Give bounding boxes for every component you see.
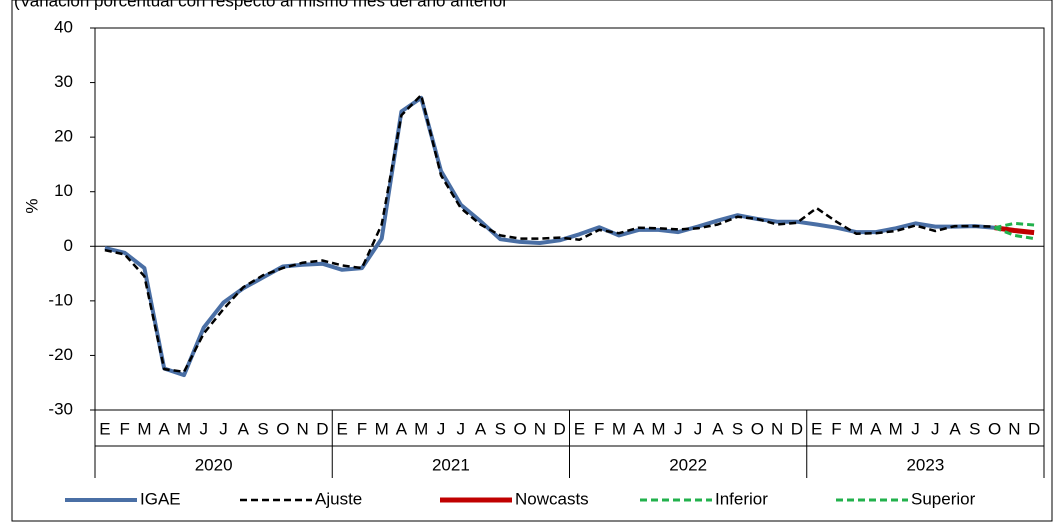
x-tick-label: F — [119, 419, 129, 438]
x-tick-label: S — [732, 419, 743, 438]
y-tick-label: -20 — [48, 345, 73, 364]
x-tick-label: N — [534, 419, 546, 438]
y-tick-label: 40 — [54, 17, 73, 36]
y-tick-label: 20 — [54, 127, 73, 146]
x-tick-label: N — [1008, 419, 1020, 438]
series-line — [104, 95, 995, 378]
x-tick-label: S — [495, 419, 506, 438]
x-tick-label: J — [911, 419, 920, 438]
x-tick-label: J — [437, 419, 446, 438]
x-tick-label: M — [375, 419, 389, 438]
chart-frame — [11, 0, 1053, 522]
x-tick-label: M — [612, 419, 626, 438]
series-line — [994, 221, 1035, 230]
legend-label: Ajuste — [315, 489, 362, 508]
y-tick-label: 10 — [54, 181, 73, 200]
x-tick-label: A — [159, 419, 171, 438]
series-line — [104, 93, 995, 374]
legend-label: IGAE — [140, 489, 181, 508]
series-line — [994, 226, 1035, 241]
x-tick-label: D — [1028, 419, 1040, 438]
x-tick-label: M — [889, 419, 903, 438]
x-tick-label: O — [276, 419, 289, 438]
x-tick-label: M — [414, 419, 428, 438]
y-tick-label: -10 — [48, 290, 73, 309]
series-line — [994, 225, 1035, 236]
x-tick-label: F — [831, 419, 841, 438]
x-tick-label: D — [553, 419, 565, 438]
x-tick-label: M — [651, 419, 665, 438]
x-tick-label: J — [457, 419, 466, 438]
y-axis-label: % — [22, 198, 41, 213]
x-tick-label: F — [594, 419, 604, 438]
x-tick-label: J — [694, 419, 703, 438]
x-tick-label: O — [988, 419, 1001, 438]
x-tick-label: E — [336, 419, 347, 438]
x-tick-label: J — [199, 419, 208, 438]
x-tick-label: A — [396, 419, 408, 438]
x-tick-label: M — [849, 419, 863, 438]
x-tick-label: E — [99, 419, 110, 438]
group-label: 2020 — [195, 455, 233, 474]
x-tick-label: F — [357, 419, 367, 438]
y-tick-label: 0 — [64, 236, 73, 255]
x-tick-label: N — [771, 419, 783, 438]
group-label: 2023 — [906, 455, 944, 474]
x-tick-label: S — [969, 419, 980, 438]
x-tick-label: O — [513, 419, 526, 438]
x-tick-label: A — [949, 419, 961, 438]
x-tick-label: S — [257, 419, 268, 438]
group-label: 2021 — [432, 455, 470, 474]
x-tick-label: D — [316, 419, 328, 438]
plot-frame — [94, 27, 1045, 411]
chart-title: (Variación porcentual con respecto al mi… — [14, 0, 508, 10]
x-tick-label: A — [712, 419, 724, 438]
legend-label: Nowcasts — [515, 489, 589, 508]
x-tick-label: M — [137, 419, 151, 438]
x-tick-label: M — [177, 419, 191, 438]
x-tick-label: A — [238, 419, 250, 438]
x-tick-label: A — [633, 419, 645, 438]
x-tick-label: N — [296, 419, 308, 438]
x-tick-label: J — [674, 419, 683, 438]
x-tick-label: A — [475, 419, 487, 438]
y-tick-label: 30 — [54, 72, 73, 91]
group-label: 2022 — [669, 455, 707, 474]
x-tick-label: E — [574, 419, 585, 438]
x-tick-label: J — [219, 419, 228, 438]
x-tick-label: J — [931, 419, 940, 438]
x-tick-label: A — [870, 419, 882, 438]
legend-label: Superior — [911, 489, 976, 508]
x-tick-label: E — [811, 419, 822, 438]
x-tick-label: O — [751, 419, 764, 438]
legend-label: Inferior — [715, 489, 768, 508]
x-tick-label: D — [791, 419, 803, 438]
y-tick-label: -30 — [48, 399, 73, 418]
